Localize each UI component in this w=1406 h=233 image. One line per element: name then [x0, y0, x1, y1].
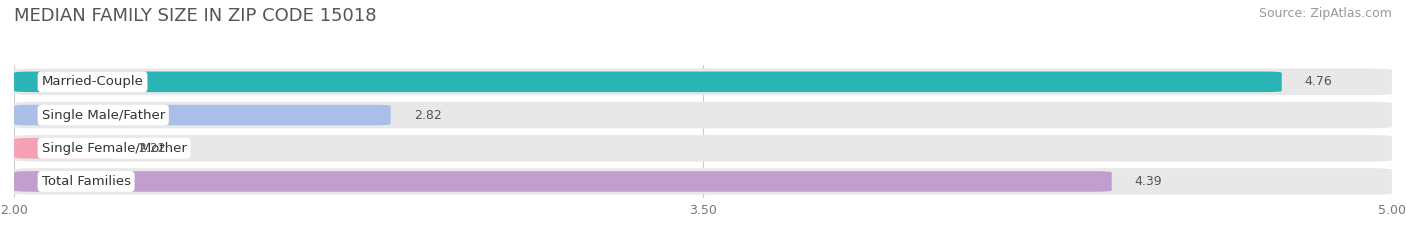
- Text: 4.76: 4.76: [1305, 75, 1333, 88]
- Text: Married-Couple: Married-Couple: [42, 75, 143, 88]
- Text: Single Female/Mother: Single Female/Mother: [42, 142, 187, 155]
- Text: Single Male/Father: Single Male/Father: [42, 109, 165, 122]
- Text: Source: ZipAtlas.com: Source: ZipAtlas.com: [1258, 7, 1392, 20]
- Text: 4.39: 4.39: [1135, 175, 1163, 188]
- FancyBboxPatch shape: [14, 69, 1392, 95]
- Text: 2.82: 2.82: [413, 109, 441, 122]
- FancyBboxPatch shape: [14, 102, 1392, 128]
- FancyBboxPatch shape: [14, 138, 115, 158]
- FancyBboxPatch shape: [14, 72, 1282, 92]
- FancyBboxPatch shape: [14, 105, 391, 125]
- Text: MEDIAN FAMILY SIZE IN ZIP CODE 15018: MEDIAN FAMILY SIZE IN ZIP CODE 15018: [14, 7, 377, 25]
- FancyBboxPatch shape: [14, 168, 1392, 195]
- Text: 2.22: 2.22: [138, 142, 166, 155]
- Text: Total Families: Total Families: [42, 175, 131, 188]
- FancyBboxPatch shape: [14, 135, 1392, 161]
- FancyBboxPatch shape: [14, 171, 1112, 192]
